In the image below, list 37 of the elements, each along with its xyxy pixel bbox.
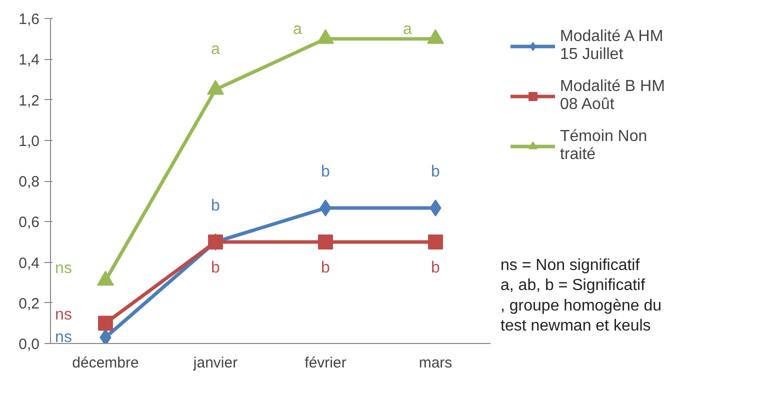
point [427,29,444,44]
x-tick-label: décembre [72,354,139,372]
data-label: b [431,164,440,181]
data-label: a [403,21,412,38]
data-label: b [211,259,220,276]
data-label: b [431,259,440,276]
y-tick-label: 0,0 [18,336,40,353]
y-tick-label: 0,6 [18,214,40,232]
point [317,29,334,44]
x-tick-label: mars [418,354,452,372]
data-label: a [211,41,220,58]
y-tick-label: 1,4 [18,52,40,69]
x-tick-label: janvier [192,354,238,372]
point [98,316,113,331]
text: , groupe homogène du test newman et keuls [500,297,662,334]
data-label: b [321,164,330,181]
y-tick-label: 0,8 [18,174,40,190]
data-label: a [293,21,302,38]
y-tick-label: 0,4 [18,254,40,272]
legend-label: Témoin Non traité [560,128,648,164]
data-label: ns [55,328,72,346]
legend-label: Modalité A HM 15 Juillet [560,28,664,64]
data-label: ns [55,306,72,324]
y-tick-label: 1,0 [18,132,40,150]
point [207,80,224,95]
point [318,234,333,250]
y-tick-label: 1,2 [18,92,40,110]
data-label: b [321,259,330,276]
text: ns = Non significatif [500,257,640,274]
data-label: ns [55,260,72,278]
point [428,234,443,250]
text: a, ab, b = Significatif [500,277,646,294]
legend-label: Modalité B HM 08 Août [560,78,665,114]
y-tick-label: 1,6 [18,11,40,28]
y-tick-label: 0,2 [18,295,40,312]
data-label: b [211,197,220,214]
x-tick-label: février [304,354,346,372]
